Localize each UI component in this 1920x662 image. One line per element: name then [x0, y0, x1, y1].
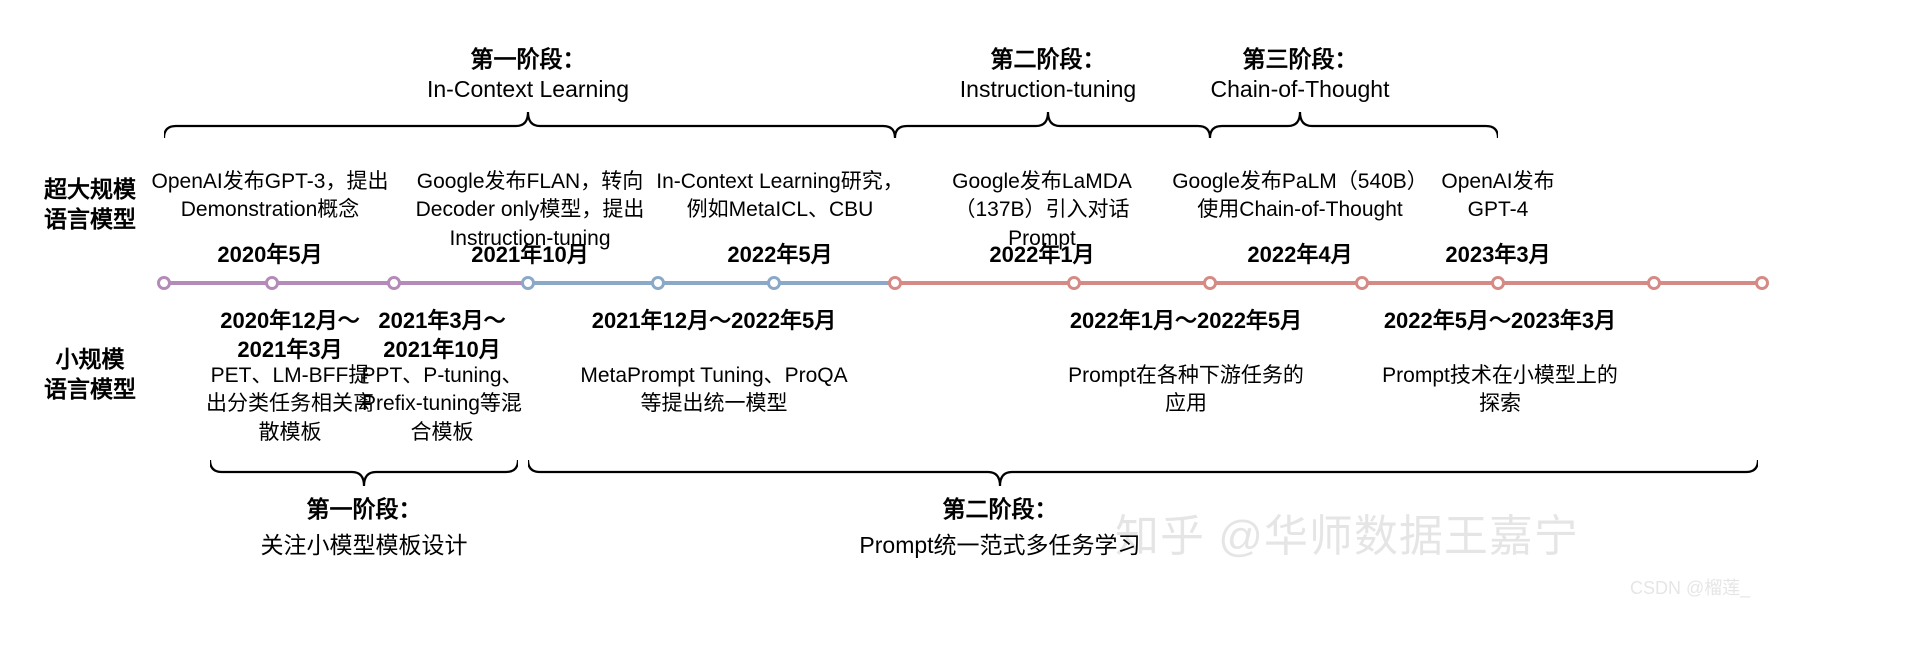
phase-subtitle: Prompt统一范式多任务学习: [859, 526, 1140, 560]
timeline-segment: [895, 281, 1762, 285]
event-date: 2022年1月: [927, 237, 1157, 269]
phase-title: 第一阶段：: [471, 45, 586, 75]
timeline-dot: [651, 276, 665, 290]
event-description: Google发布PaLM（540B）使用Chain-of-Thought: [1170, 168, 1430, 225]
event-date: 2023年3月: [1428, 237, 1568, 269]
timeline-dot: [767, 276, 781, 290]
row-label-upper: 超大规模语言模型: [30, 175, 150, 235]
timeline-dot: [265, 276, 279, 290]
timeline-dot: [1355, 276, 1369, 290]
brace: [528, 460, 1758, 486]
phase-title: 第一阶段：: [307, 495, 422, 525]
brace: [895, 112, 1210, 138]
event-date: 2022年1月～2022年5月: [1061, 307, 1311, 336]
timeline-dot: [1491, 276, 1505, 290]
event-date: 2020年5月: [140, 237, 400, 269]
event-date: 2020年12月～2021年3月: [205, 307, 375, 364]
event-date: 2021年10月: [380, 237, 680, 269]
phase-subtitle: 关注小模型模板设计: [261, 526, 468, 560]
phase-title: 第二阶段：: [943, 495, 1058, 525]
timeline-dot: [1067, 276, 1081, 290]
brace: [210, 460, 518, 486]
event-date: 2022年4月: [1170, 237, 1430, 269]
timeline-dot: [157, 276, 171, 290]
phase-subtitle: Chain-of-Thought: [1211, 76, 1390, 103]
phase-subtitle: Instruction-tuning: [960, 76, 1136, 103]
event-description: OpenAI发布GPT-3，提出Demonstration概念: [140, 168, 400, 225]
event-date: 2021年12月～2022年5月: [574, 307, 854, 336]
timeline-dot: [888, 276, 902, 290]
event-description: MetaPrompt Tuning、ProQA等提出统一模型: [574, 362, 854, 419]
timeline-dot: [1647, 276, 1661, 290]
phase-subtitle: In-Context Learning: [427, 76, 629, 103]
brace: [164, 112, 895, 138]
timeline-dot: [1203, 276, 1217, 290]
brace: [1210, 112, 1498, 138]
event-date: 2021年3月～2021年10月: [357, 307, 527, 364]
event-date: 2022年5月～2023年3月: [1375, 307, 1625, 336]
event-date: 2022年5月: [650, 237, 910, 269]
timeline-dot: [521, 276, 535, 290]
timeline-dot: [1755, 276, 1769, 290]
timeline-segment: [528, 281, 895, 285]
timeline-segment: [164, 281, 528, 285]
watermark-csdn: CSDN @榴莲_: [1630, 574, 1750, 600]
timeline-dot: [387, 276, 401, 290]
event-description: PPT、P-tuning、Prefix-tuning等混合模板: [357, 362, 527, 447]
event-description: Prompt技术在小模型上的探索: [1375, 362, 1625, 419]
event-description: In-Context Learning研究，例如MetaICL、CBU: [650, 168, 910, 225]
phase-title: 第二阶段：: [991, 45, 1106, 75]
watermark-zhihu: 知乎 @华师数据王嘉宁: [1115, 500, 1579, 564]
event-description: OpenAI发布GPT-4: [1428, 168, 1568, 225]
row-label-lower: 小规模语言模型: [30, 345, 150, 405]
event-description: Prompt在各种下游任务的应用: [1061, 362, 1311, 419]
phase-title: 第三阶段：: [1243, 45, 1358, 75]
event-description: PET、LM-BFF提出分类任务相关离散模板: [205, 362, 375, 447]
